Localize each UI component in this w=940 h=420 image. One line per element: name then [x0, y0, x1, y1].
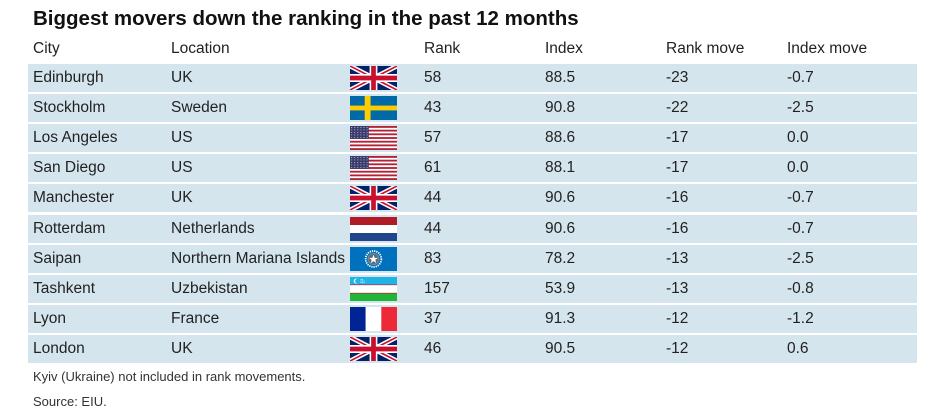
cell-rank: 83: [424, 249, 442, 267]
uzbekistan-flag-icon: [350, 276, 397, 301]
cell-city: Los Angeles: [33, 129, 118, 147]
source-note: Source: EIU.: [33, 394, 107, 409]
chart-title: Biggest movers down the ranking in the p…: [33, 7, 579, 30]
table-row: Saipan Northern Mariana Islands 83 78.2 -13 -…: [28, 244, 917, 273]
column-header-index: Index: [545, 40, 583, 57]
netherlands-flag-icon: [350, 216, 397, 241]
cell-index-move: -1.2: [787, 309, 814, 327]
cell-rank: 57: [424, 129, 442, 147]
cell-rank: 58: [424, 69, 442, 86]
cell-index: 90.5: [545, 339, 576, 357]
cell-rank-move: -12: [666, 309, 689, 327]
table-row: London UK 46 90.5 -12 0.6: [28, 334, 917, 363]
cell-index-move: 0.6: [787, 339, 809, 357]
france-flag-icon: [350, 306, 397, 331]
uk-flag-icon: [350, 66, 397, 90]
cell-location: Uzbekistan: [171, 279, 248, 297]
cell-rank: 46: [424, 339, 442, 357]
footnote: Kyiv (Ukraine) not included in rank move…: [33, 369, 306, 384]
cell-rank: 37: [424, 309, 442, 327]
sweden-flag-icon: [350, 96, 397, 121]
table-row: San Diego US 61 88.1 -17 0.0: [28, 154, 917, 183]
cell-rank: 44: [424, 189, 442, 207]
cell-rank-move: -23: [666, 69, 689, 86]
uk-flag-icon: [350, 186, 397, 211]
cell-index: 90.6: [545, 219, 576, 237]
table-row: Los Angeles US 57 88.6 -17 0.0: [28, 124, 917, 153]
cell-rank-move: -17: [666, 129, 689, 147]
cell-city: Stockholm: [33, 99, 106, 117]
cell-city: Lyon: [33, 309, 67, 327]
cell-index-move: -2.5: [787, 249, 814, 267]
column-header-index-move: Index move: [787, 40, 868, 57]
northern-mariana-islands-flag-icon: [350, 246, 397, 271]
table-row: Lyon France 37 91.3 -12 -1.2: [28, 304, 917, 333]
cell-rank-move: -22: [666, 99, 689, 117]
table-row: Tashkent Uzbekistan 157 53.9 -13 -0.8: [28, 274, 917, 303]
cell-rank: 44: [424, 219, 442, 237]
cell-index-move: -0.7: [787, 69, 814, 86]
uk-flag-icon: [350, 336, 397, 361]
cell-location: US: [171, 129, 193, 147]
cell-city: San Diego: [33, 159, 106, 177]
cell-city: Manchester: [33, 189, 114, 207]
table-row: Rotterdam Netherlands 44 90.6 -16 -0.7: [28, 214, 917, 243]
cell-index: 91.3: [545, 309, 576, 327]
cell-index: 88.6: [545, 129, 576, 147]
cell-index: 90.8: [545, 99, 576, 117]
cell-rank: 157: [424, 279, 450, 297]
table-row: Stockholm Sweden 43 90.8 -22 -2.5: [28, 94, 917, 123]
cell-rank-move: -17: [666, 159, 689, 177]
cell-city: Saipan: [33, 249, 82, 267]
cell-location: Northern Mariana Islands: [171, 249, 346, 267]
cell-rank: 61: [424, 159, 442, 177]
cell-location: UK: [171, 189, 193, 207]
column-header-location: Location: [171, 40, 230, 57]
cell-rank: 43: [424, 99, 442, 117]
cell-index: 88.1: [545, 159, 576, 177]
cell-index-move: 0.0: [787, 129, 809, 147]
cell-city: Tashkent: [33, 279, 96, 297]
cell-rank-move: -16: [666, 189, 689, 207]
cell-location: Netherlands: [171, 219, 255, 237]
cell-rank-move: -13: [666, 249, 689, 267]
table-row: Edinburgh UK 58 88.5 -23 -0.7: [28, 64, 917, 92]
column-header-city: City: [33, 40, 60, 57]
cell-location: UK: [171, 69, 193, 86]
cell-index: 78.2: [545, 249, 576, 267]
cell-location: US: [171, 159, 193, 177]
cell-index: 53.9: [545, 279, 576, 297]
us-flag-icon: [350, 156, 397, 181]
column-header-rank-move: Rank move: [666, 40, 745, 57]
cell-rank-move: -12: [666, 339, 689, 357]
cell-city: London: [33, 339, 85, 357]
column-header-rank: Rank: [424, 40, 461, 57]
cell-rank-move: -13: [666, 279, 689, 297]
cell-city: Rotterdam: [33, 219, 106, 237]
cell-index: 88.5: [545, 69, 576, 86]
cell-location: France: [171, 309, 220, 327]
cell-index-move: -2.5: [787, 99, 814, 117]
cell-index: 90.6: [545, 189, 576, 207]
cell-index-move: 0.0: [787, 159, 809, 177]
us-flag-icon: [350, 126, 397, 151]
cell-index-move: -0.7: [787, 219, 814, 237]
cell-index-move: -0.7: [787, 189, 814, 207]
cell-rank-move: -16: [666, 219, 689, 237]
table-row: Manchester UK 44 90.6 -16 -0.7: [28, 184, 917, 213]
cell-location: Sweden: [171, 99, 228, 117]
cell-city: Edinburgh: [33, 69, 104, 86]
cell-index-move: -0.8: [787, 279, 814, 297]
cell-location: UK: [171, 339, 193, 357]
